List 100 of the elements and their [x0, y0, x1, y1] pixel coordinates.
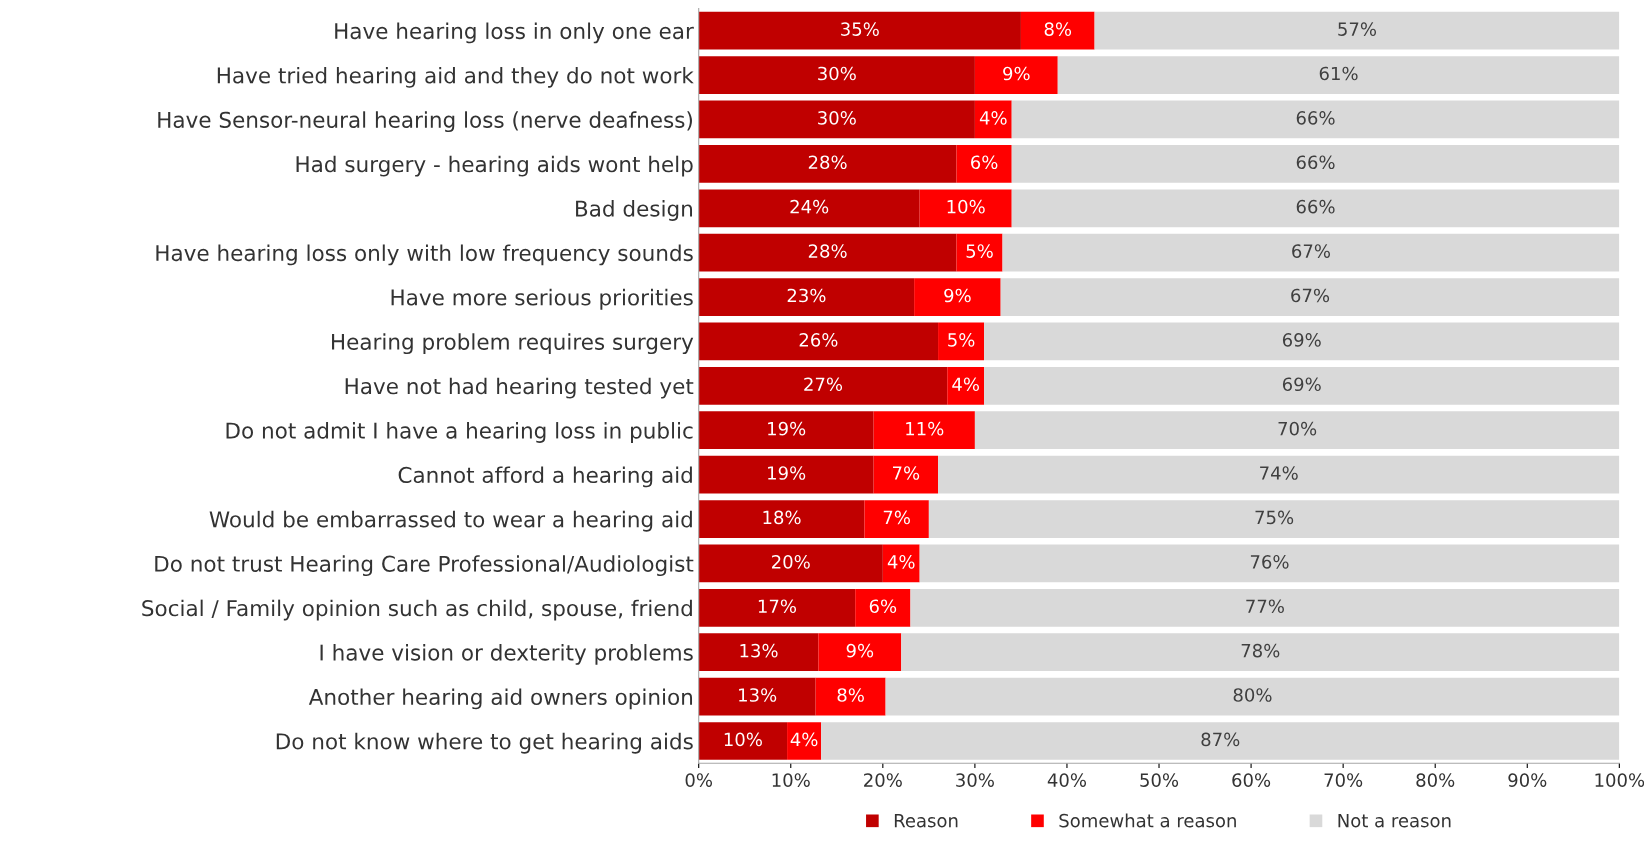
- y-tick-label: Had surgery - hearing aids wont help: [296, 155, 693, 177]
- data-label: 9%: [1003, 66, 1030, 81]
- data-label: 80%: [1233, 688, 1272, 702]
- bar: [974, 411, 1620, 450]
- data-label: 26%: [799, 333, 838, 347]
- y-tick-label: Do not admit I have a hearing loss in public: [226, 422, 693, 443]
- data-label: 24%: [790, 199, 829, 214]
- data-label: 18%: [763, 510, 801, 525]
- bar: [1011, 145, 1620, 183]
- bar: [910, 588, 1620, 627]
- x-tick-label: 60%: [1232, 773, 1271, 787]
- bar: [698, 322, 939, 361]
- data-label: 87%: [1201, 732, 1240, 747]
- y-tick-label: Do not trust Hearing Care Professional/Audiologist: [155, 555, 694, 577]
- bar: [698, 56, 975, 94]
- data-label: 70%: [1278, 421, 1317, 436]
- x-tick-label: 100%: [1595, 773, 1644, 787]
- x-tick-label: 20%: [864, 773, 902, 787]
- data-label: 4%: [952, 377, 980, 392]
- x-tick-label: 90%: [1508, 773, 1547, 787]
- x-tick-label: 10%: [772, 773, 810, 787]
- data-label: 13%: [740, 643, 778, 658]
- bar: [984, 366, 1620, 405]
- bar: [901, 633, 1620, 672]
- y-tick-label: Would be embarrassed to wear a hearing aid: [209, 510, 692, 532]
- data-label: 11%: [906, 421, 944, 436]
- data-label: 74%: [1260, 466, 1298, 480]
- bar: [919, 544, 1620, 583]
- x-tick-label: 50%: [1140, 773, 1179, 787]
- data-label: 30%: [818, 66, 856, 81]
- data-label: 66%: [1296, 199, 1335, 214]
- data-label: 76%: [1250, 555, 1289, 569]
- x-tick-label: 40%: [1047, 773, 1087, 787]
- bar: [818, 633, 902, 672]
- data-label: 10%: [724, 732, 762, 747]
- bar: [1011, 100, 1620, 139]
- bar: [698, 233, 957, 272]
- y-tick-label: I have vision or dexterity problems: [320, 644, 693, 665]
- data-label: 8%: [1044, 22, 1072, 36]
- bar: [698, 722, 788, 760]
- data-label: 28%: [808, 155, 847, 170]
- data-label: 4%: [790, 732, 818, 747]
- data-label: 9%: [846, 643, 874, 658]
- bar: [698, 100, 975, 139]
- legend-label: Somewhat a reason: [1059, 813, 1236, 828]
- bar: [873, 455, 939, 494]
- bar: [855, 588, 911, 627]
- y-tick-label: Have Sensor-neural hearing loss (nerve deafness): [158, 111, 692, 133]
- data-label: 69%: [1282, 377, 1321, 392]
- data-label: 77%: [1246, 599, 1284, 614]
- data-label: 19%: [768, 421, 806, 436]
- bar: [698, 455, 874, 494]
- data-label: 4%: [887, 555, 915, 569]
- x-tick-label: 0%: [685, 773, 713, 787]
- data-label: 7%: [893, 466, 920, 480]
- data-label: 8%: [837, 688, 864, 702]
- data-label: 10%: [947, 199, 985, 214]
- bar: [882, 544, 920, 583]
- y-tick-label: Have hearing loss only with low frequency sounds: [156, 244, 693, 266]
- y-tick-label: Social / Family opinion such as child, spouse, friend: [142, 599, 692, 621]
- data-label: 27%: [804, 377, 843, 392]
- bar: [821, 722, 1620, 760]
- y-tick-label: Another hearing aid owners opinion: [308, 688, 693, 710]
- data-label: 61%: [1319, 66, 1358, 81]
- bar: [815, 677, 886, 716]
- bar: [938, 455, 1620, 494]
- data-label: 6%: [971, 155, 998, 170]
- data-label: 17%: [758, 599, 797, 614]
- data-label: 7%: [883, 510, 910, 525]
- data-label: 5%: [966, 244, 993, 258]
- bar: [885, 677, 1620, 716]
- y-tick-label: Have more serious priorities: [391, 288, 693, 310]
- y-tick-label: Have not had hearing tested yet: [345, 377, 694, 399]
- bar: [919, 189, 1012, 228]
- data-label: 69%: [1282, 333, 1321, 347]
- bar: [1094, 11, 1620, 50]
- data-label: 67%: [1291, 288, 1330, 303]
- legend-label: Not a reason: [1338, 813, 1451, 828]
- y-tick-label: Have hearing loss in only one ear: [335, 22, 694, 44]
- bar: [698, 411, 874, 450]
- bar: [698, 11, 1021, 50]
- bar: [873, 411, 975, 450]
- bar: [698, 189, 920, 228]
- y-tick-label: Have tried hearing aid and they do not work: [217, 66, 694, 88]
- data-label: 30%: [818, 111, 856, 125]
- bar: [864, 500, 929, 538]
- x-tick-label: 80%: [1416, 773, 1455, 787]
- y-tick-label: Do not know where to get hearing aids: [276, 732, 693, 754]
- data-label: 23%: [787, 288, 826, 303]
- legend-label: Reason: [894, 813, 958, 828]
- bar: [938, 322, 985, 361]
- bar: [698, 588, 856, 627]
- bar: [698, 278, 915, 316]
- y-tick-label: Hearing problem requires surgery: [332, 333, 694, 355]
- bar: [698, 500, 865, 538]
- bar: [698, 677, 816, 716]
- bar: [698, 366, 948, 405]
- data-label: 19%: [768, 466, 806, 480]
- bar: [984, 322, 1620, 361]
- bar: [1002, 233, 1620, 272]
